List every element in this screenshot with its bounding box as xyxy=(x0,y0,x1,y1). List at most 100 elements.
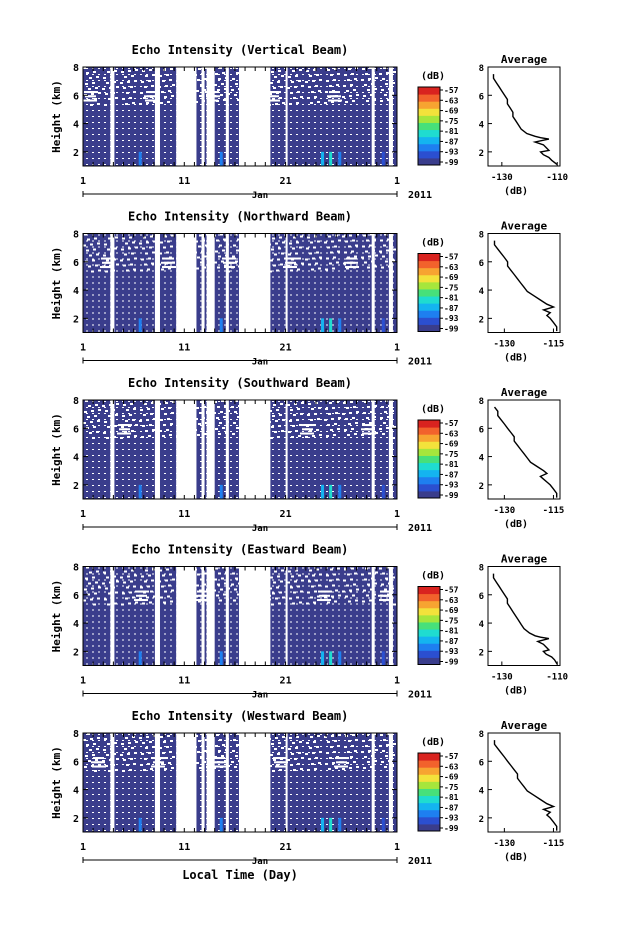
heatmap-speckle xyxy=(275,242,278,245)
heatmap-speckle xyxy=(88,582,91,585)
colorbar-segment xyxy=(418,317,440,325)
heatmap-speckle xyxy=(232,433,235,435)
heatmap-frame xyxy=(82,566,398,666)
y-tick-label: 8 xyxy=(73,396,79,407)
colorbar-segment xyxy=(418,87,440,95)
month-label: Jan xyxy=(252,358,268,368)
heatmap-speckle xyxy=(83,422,86,424)
heatmap-speckle xyxy=(325,91,328,93)
heatmap-speckle xyxy=(97,103,100,105)
y-tick-label: 8 xyxy=(73,63,79,74)
heatmap-strong-echo xyxy=(321,484,325,499)
month-label: Jan xyxy=(252,191,268,201)
profile-x-tick-label: -130 xyxy=(494,839,516,849)
heatmap-speckle xyxy=(215,567,218,570)
heatmap-speckle xyxy=(345,101,348,103)
heatmap-speckle xyxy=(354,78,357,80)
heatmap-speckle xyxy=(287,581,290,584)
heatmap-speckle xyxy=(365,745,368,747)
heatmap-speckle xyxy=(236,566,239,569)
heatmap-speckle xyxy=(277,258,280,261)
heatmap-speckle xyxy=(146,736,149,738)
heatmap-speckle xyxy=(362,600,365,603)
profile-y-tick-label: 2 xyxy=(479,648,484,658)
heatmap-speckle xyxy=(356,766,359,768)
heatmap-speckle xyxy=(307,97,310,99)
colorbar-segment xyxy=(418,774,440,782)
panels-group: Echo Intensity (Vertical Beam) 2 4 6 8 Height… xyxy=(50,43,568,867)
colorbar-tick-label: -57 xyxy=(444,86,459,95)
colorbar-segment xyxy=(418,795,440,804)
data-gap-wide xyxy=(176,67,197,166)
heatmap-speckle xyxy=(106,437,109,439)
heatmap-speckle xyxy=(352,417,355,419)
heatmap-speckle xyxy=(312,574,315,577)
heatmap-speckle xyxy=(231,761,234,763)
heatmap-title: Echo Intensity (Westward Beam) xyxy=(132,709,349,723)
profile-frame xyxy=(487,566,561,666)
heatmap-speckle xyxy=(235,260,238,263)
heatmap-title: Echo Intensity (Northward Beam) xyxy=(128,210,352,224)
heatmap-strong-echo xyxy=(138,151,142,166)
heatmap-speckle xyxy=(219,599,222,602)
heatmap-speckle xyxy=(328,235,331,238)
heatmap-speckle xyxy=(172,578,175,581)
heatmap-speckle xyxy=(294,86,297,88)
colorbar-segment xyxy=(418,767,440,775)
heatmap-speckle xyxy=(348,740,351,742)
heatmap-speckle xyxy=(274,253,277,256)
heatmap-speckle xyxy=(386,72,389,74)
heatmap-speckle xyxy=(165,579,168,582)
data-gap xyxy=(201,400,205,499)
heatmap-speckle xyxy=(301,85,304,87)
heatmap-speckle xyxy=(217,89,220,91)
heatmap-speckle xyxy=(126,764,129,766)
heatmap-speckle xyxy=(123,581,126,584)
heatmap-speckle xyxy=(145,569,148,572)
heatmap-speckle xyxy=(288,76,291,78)
heatmap-speckle xyxy=(197,256,200,259)
profile-x-tick-label: -130 xyxy=(491,673,513,683)
heatmap-speckle xyxy=(277,81,280,83)
heatmap-speckle xyxy=(104,738,107,740)
profile-y-tick-label: 4 xyxy=(479,620,485,630)
heatmap-speckle xyxy=(87,238,90,241)
heatmap-speckle xyxy=(326,752,329,754)
heatmap-speckle xyxy=(289,103,292,105)
heatmap-strong-echo xyxy=(381,651,385,666)
heatmap-speckle xyxy=(108,98,111,100)
heatmap-speckle xyxy=(153,101,156,103)
heatmap-speckle xyxy=(281,747,284,749)
heatmap-speckle xyxy=(90,104,93,106)
colorbar-tick-label: -93 xyxy=(444,314,459,323)
heatmap-speckle xyxy=(195,735,198,737)
heatmap-speckle xyxy=(92,576,95,579)
heatmap-speckle xyxy=(196,762,199,764)
heatmap-speckle xyxy=(270,259,273,262)
heatmap-speckle xyxy=(116,758,119,760)
heatmap-speckle xyxy=(224,405,227,407)
heatmap-speckle xyxy=(160,241,163,244)
heatmap-speckle xyxy=(127,258,130,261)
heatmap-speckle xyxy=(93,248,96,251)
heatmap-speckle xyxy=(387,238,390,241)
heatmap-speckle xyxy=(107,426,110,428)
heatmap-speckle xyxy=(361,751,364,753)
heatmap-speckle xyxy=(214,401,217,403)
heatmap-speckle xyxy=(146,102,149,104)
heatmap-speckle xyxy=(169,751,172,753)
heatmap-speckle xyxy=(364,756,367,758)
heatmap-speckle xyxy=(278,602,281,605)
data-gap xyxy=(154,233,160,333)
heatmap-speckle xyxy=(149,741,152,743)
x-tick-label: 11 xyxy=(178,509,190,520)
heatmap-speckle xyxy=(232,255,235,258)
heatmap-speckle xyxy=(144,263,147,266)
heatmap-speckle xyxy=(273,759,276,761)
heatmap-speckle xyxy=(370,588,373,591)
profile-x-tick-label: -115 xyxy=(543,839,565,849)
heatmap-speckle xyxy=(314,413,317,415)
profile-y-tick-label: 6 xyxy=(479,758,484,768)
heatmap-speckle xyxy=(336,401,339,403)
heatmap-strong-echo xyxy=(381,151,385,166)
